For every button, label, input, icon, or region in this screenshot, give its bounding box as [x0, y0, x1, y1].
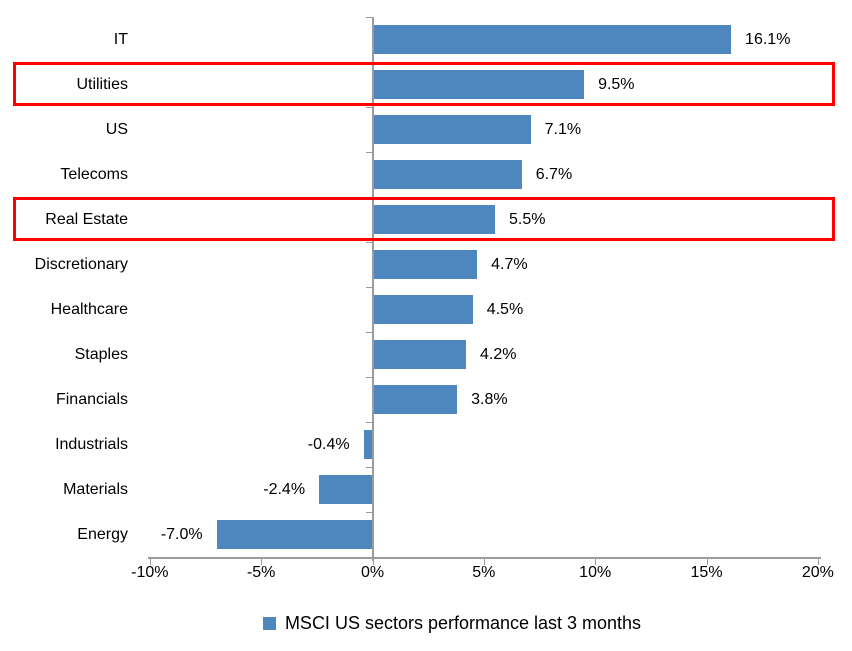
- value-label: 4.2%: [480, 346, 517, 363]
- category-label: US: [105, 121, 128, 138]
- value-label: -7.0%: [160, 526, 203, 543]
- value-label: 3.8%: [471, 391, 508, 408]
- category-label: Financials: [55, 391, 128, 408]
- category-label: Staples: [74, 346, 128, 363]
- value-label: -0.4%: [307, 436, 350, 453]
- bar: [319, 475, 373, 504]
- bar: [372, 25, 732, 54]
- category-label: Healthcare: [50, 301, 128, 318]
- y-axis-line: [371, 17, 374, 561]
- chart-row: Staples 4.2%: [0, 332, 852, 377]
- value-label: -2.4%: [263, 481, 306, 498]
- bar: [372, 70, 585, 99]
- value-label: 4.5%: [486, 301, 524, 318]
- y-axis-tick: [365, 377, 372, 378]
- y-axis-tick: [365, 62, 372, 63]
- bar: [372, 385, 458, 414]
- chart-row: IT 16.1%: [0, 17, 852, 62]
- x-axis-tick: [483, 558, 485, 565]
- legend-label: MSCI US sectors performance last 3 month…: [284, 612, 642, 633]
- chart-row: Materials -2.4%: [0, 467, 852, 512]
- category-label: IT: [113, 31, 128, 48]
- value-label: 6.7%: [535, 166, 573, 183]
- category-label: Materials: [63, 481, 128, 498]
- y-axis-tick: [365, 242, 372, 243]
- x-axis-tick: [706, 558, 708, 565]
- y-axis-tick: [365, 332, 372, 333]
- value-label: 5.5%: [508, 211, 546, 228]
- y-axis-tick: [365, 467, 372, 468]
- value-label: 4.7%: [491, 256, 528, 273]
- value-label: 16.1%: [745, 31, 791, 48]
- legend: MSCI US sectors performance last 3 month…: [0, 607, 852, 639]
- bar: [216, 520, 373, 549]
- bar: [372, 160, 522, 189]
- x-axis-tick: [149, 558, 151, 565]
- x-tick-label: -10%: [131, 564, 169, 581]
- y-axis-tick: [365, 287, 372, 288]
- category-label: Discretionary: [34, 256, 128, 273]
- y-axis-tick: [365, 107, 372, 108]
- category-label: Telecoms: [60, 166, 128, 183]
- bar: [372, 205, 495, 234]
- category-label: Industrials: [55, 436, 128, 453]
- x-tick-label: 15%: [690, 564, 723, 581]
- chart-row: Discretionary 4.7%: [0, 242, 852, 287]
- bar: [372, 295, 473, 324]
- x-axis-tick: [817, 558, 819, 565]
- x-tick-label: -5%: [246, 564, 276, 581]
- category-label: Energy: [77, 526, 128, 543]
- value-label: 7.1%: [544, 121, 582, 138]
- x-tick-label: 5%: [472, 564, 496, 581]
- x-axis-tick: [261, 558, 263, 565]
- y-axis-tick: [365, 422, 372, 423]
- bar: [372, 115, 531, 144]
- bar: [363, 430, 373, 459]
- y-axis-tick: [365, 152, 372, 153]
- chart-row: Financials 3.8%: [0, 377, 852, 422]
- y-axis-tick: [365, 512, 372, 513]
- x-tick-label: 0%: [360, 564, 385, 581]
- x-tick-label: 20%: [801, 564, 834, 581]
- y-axis-tick: [365, 17, 372, 18]
- bar: [372, 250, 478, 279]
- chart-row: Telecoms 6.7%: [0, 152, 852, 197]
- x-tick-label: 10%: [579, 564, 612, 581]
- value-label: 9.5%: [598, 76, 635, 93]
- bar: [372, 340, 467, 369]
- chart-row: Real Estate 5.5%: [0, 197, 852, 242]
- x-axis-line: [148, 556, 821, 559]
- category-label: Real Estate: [45, 211, 128, 228]
- x-axis-tick: [595, 558, 597, 565]
- chart-row: Industrials -0.4%: [0, 422, 852, 467]
- chart-row: Energy -7.0%: [0, 512, 852, 557]
- category-label: Utilities: [76, 76, 128, 93]
- legend-swatch-icon: [262, 616, 276, 630]
- chart-row: Utilities 9.5%: [0, 62, 852, 107]
- chart-row: US 7.1%: [0, 107, 852, 152]
- y-axis-tick: [365, 197, 372, 198]
- x-axis-tick: [372, 558, 374, 565]
- chart-row: Healthcare 4.5%: [0, 287, 852, 332]
